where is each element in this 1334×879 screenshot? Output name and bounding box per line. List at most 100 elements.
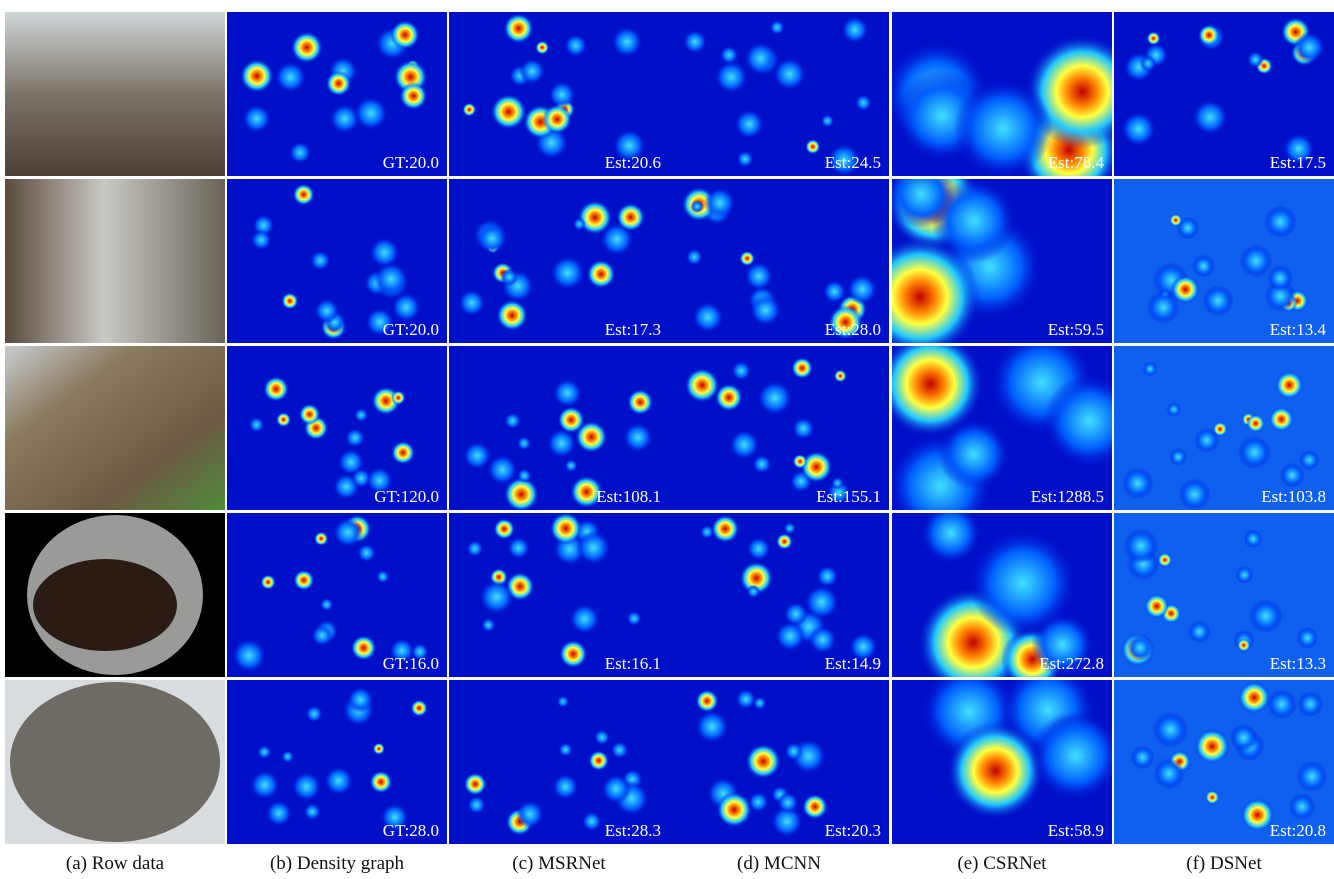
blob (1147, 291, 1180, 324)
density-map: Est:78.4 (884, 12, 1139, 202)
blob (467, 796, 485, 814)
density-map: Est:20.3 (669, 680, 889, 844)
column-caption: (c) MSRNet (512, 853, 606, 874)
blob (627, 389, 653, 415)
blob (855, 94, 872, 111)
count-label: Est:78.4 (1048, 153, 1105, 172)
column-caption: (e) CSRNet (957, 853, 1047, 874)
blob (847, 274, 877, 304)
blob (805, 139, 820, 154)
blob (1144, 594, 1169, 619)
blob (746, 744, 781, 779)
blob (1202, 285, 1234, 317)
blob (683, 30, 707, 54)
blob (517, 468, 531, 482)
blob (841, 16, 868, 43)
blob (800, 451, 832, 483)
blob (792, 417, 814, 439)
blob (1264, 205, 1297, 238)
blob (611, 741, 629, 759)
column-caption: (a) Row data (66, 853, 165, 874)
density-map: Est:13.3 (1114, 513, 1334, 677)
blob (1249, 599, 1283, 633)
count-label: Est:103.8 (1261, 487, 1326, 506)
blob (281, 750, 293, 762)
blob (1247, 51, 1264, 68)
blob (558, 406, 585, 433)
column-caption: (b) Density graph (270, 853, 405, 874)
photo (5, 179, 225, 343)
blob (1153, 758, 1184, 789)
blob (627, 611, 642, 626)
blob (1205, 790, 1219, 804)
blob (293, 184, 315, 206)
blob (1269, 407, 1294, 432)
blob (1030, 710, 1120, 800)
blob (1153, 712, 1189, 748)
blob (1294, 32, 1325, 63)
blob (696, 689, 719, 712)
count-label: GT:20.0 (383, 320, 439, 339)
blob (548, 81, 575, 108)
blob (1194, 729, 1229, 764)
blob (582, 812, 602, 832)
blob (784, 522, 796, 534)
panel (1114, 179, 1334, 343)
blob (623, 423, 653, 453)
photo-floor (33, 559, 177, 651)
blob (569, 603, 600, 634)
blob (281, 293, 298, 310)
blob (494, 518, 515, 539)
count-label: Est:20.8 (1270, 821, 1326, 840)
blob (1192, 99, 1228, 135)
blob (351, 635, 377, 661)
blob (773, 57, 806, 90)
blob (374, 262, 408, 296)
blob (1238, 436, 1271, 469)
blob (770, 20, 785, 35)
blob (921, 503, 982, 564)
density-map: Est:20.6 (449, 12, 669, 176)
blob (695, 710, 728, 743)
blob (576, 530, 611, 565)
blob (834, 370, 847, 383)
blob (1143, 361, 1158, 376)
blob (1275, 371, 1303, 399)
count-label: GT:120.0 (374, 487, 439, 506)
blob (517, 436, 531, 450)
count-label: Est:1288.5 (1031, 487, 1104, 506)
blob (240, 59, 274, 93)
blob (1166, 402, 1181, 417)
blob (251, 230, 272, 251)
blob (463, 441, 491, 469)
density-map: GT:20.0 (227, 179, 447, 343)
blob (731, 361, 751, 381)
density-map: GT:16.0 (227, 513, 447, 677)
blob (685, 368, 720, 403)
blob (310, 250, 330, 270)
blob (487, 454, 518, 485)
density-map: Est:17.3 (449, 179, 669, 343)
blob (784, 602, 808, 626)
blob (793, 454, 808, 469)
blob (823, 280, 846, 303)
blob (390, 20, 420, 50)
blob (391, 293, 420, 322)
blob (1299, 450, 1320, 471)
blob (747, 585, 761, 599)
blob (573, 218, 586, 231)
blob (1158, 553, 1173, 568)
blob (594, 729, 610, 745)
blob (1280, 463, 1305, 488)
blob (744, 42, 777, 75)
blob (289, 141, 311, 163)
blob (729, 430, 759, 460)
blob (550, 512, 582, 544)
blob (1121, 112, 1156, 147)
blob (750, 294, 782, 326)
count-label: GT:20.0 (383, 153, 439, 172)
blob (809, 626, 837, 654)
blob (564, 34, 587, 57)
blob (326, 71, 351, 96)
blob (947, 722, 1044, 819)
